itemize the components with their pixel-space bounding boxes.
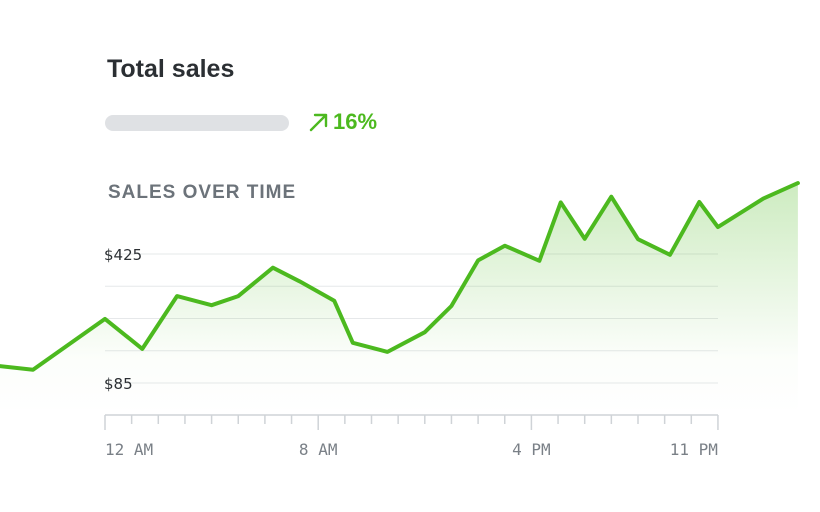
arrow-up-right-icon xyxy=(309,113,328,132)
chart-title: SALES OVER TIME xyxy=(108,182,297,203)
loading-placeholder-bar xyxy=(105,115,289,131)
x-tick-label: 8 AM xyxy=(299,440,338,459)
sales-change-indicator: 16% xyxy=(307,109,377,135)
x-tick-label: 11 PM xyxy=(670,440,718,459)
y-tick-label: $85 xyxy=(104,375,133,393)
page-title: Total sales xyxy=(107,55,235,83)
x-tick-label: 12 AM xyxy=(105,440,153,459)
sales-series-line xyxy=(0,181,800,372)
y-tick-label: $425 xyxy=(104,246,142,264)
sales-change-value: 16% xyxy=(333,109,378,134)
x-tick-label: 4 PM xyxy=(512,440,551,459)
sales-area-fill xyxy=(0,183,798,415)
